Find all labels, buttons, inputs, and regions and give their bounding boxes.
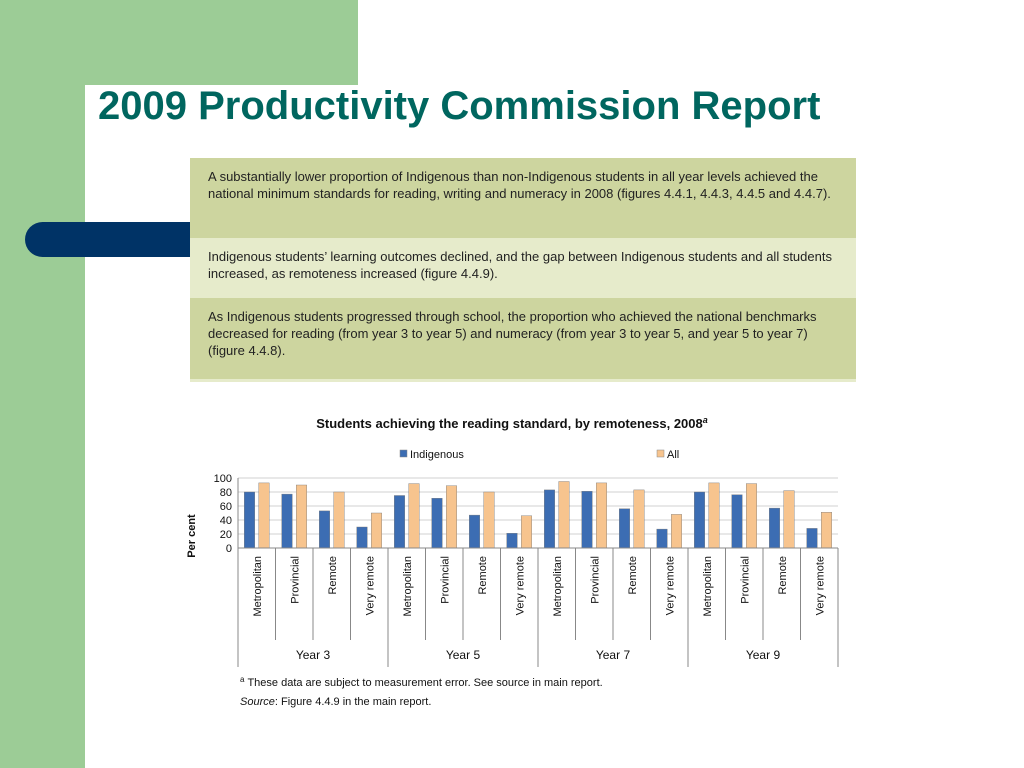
bar <box>394 495 405 549</box>
footnote-text: These data are subject to measurement er… <box>247 677 602 689</box>
bar <box>371 512 382 549</box>
y-tick-label: 60 <box>220 501 232 513</box>
bar <box>633 489 645 549</box>
x-tick-label: Metropolitan <box>402 556 414 617</box>
legend-label: All <box>667 449 679 461</box>
x-tick-label: Provincial <box>439 556 451 604</box>
bar <box>596 482 607 549</box>
bar <box>581 491 593 549</box>
x-tick-label: Very remote <box>514 556 526 615</box>
slide-title: 2009 Productivity Commission Report <box>98 84 821 128</box>
source: Source: Figure 4.4.9 in the main report. <box>240 696 431 708</box>
green-top <box>0 0 358 85</box>
bar <box>281 493 293 549</box>
group-label: Year 7 <box>596 648 631 662</box>
y-tick-label: 100 <box>214 473 232 485</box>
group-label: Year 5 <box>446 648 481 662</box>
bar <box>806 528 818 549</box>
bar <box>333 491 345 549</box>
bar <box>431 498 443 549</box>
bar <box>258 482 270 549</box>
source-label: Source <box>240 696 275 708</box>
bar <box>521 515 532 549</box>
x-tick-label: Metropolitan <box>552 556 564 617</box>
footnote-marker: a <box>240 675 245 684</box>
bar <box>446 485 457 549</box>
bar <box>319 510 330 549</box>
title-sup: a <box>703 415 708 425</box>
bar <box>244 491 255 549</box>
footnote: a These data are subject to measurement e… <box>240 675 603 689</box>
x-tick-label: Very remote <box>664 556 676 615</box>
bar <box>656 528 668 549</box>
legend-label: Indigenous <box>410 449 464 461</box>
x-tick-label: Metropolitan <box>702 556 714 617</box>
bar <box>708 482 720 549</box>
x-tick-label: Remote <box>477 556 489 595</box>
green-strip <box>0 0 85 768</box>
x-tick-label: Provincial <box>289 556 301 604</box>
legend-swatch <box>656 449 665 458</box>
bar <box>506 533 518 549</box>
x-tick-label: Remote <box>627 556 639 595</box>
bar <box>483 491 495 549</box>
source-text: : Figure 4.4.9 in the main report. <box>275 696 432 708</box>
finding: As Indigenous students progressed throug… <box>190 298 856 382</box>
y-axis-label: Per cent <box>186 514 198 558</box>
bar <box>746 483 757 549</box>
x-tick-label: Provincial <box>589 556 601 604</box>
x-tick-label: Very remote <box>814 556 826 615</box>
group-label: Year 9 <box>746 648 781 662</box>
x-tick-label: Provincial <box>739 556 751 604</box>
chart-title: Students achieving the reading standard,… <box>316 415 708 431</box>
y-tick-label: 0 <box>226 543 232 555</box>
y-tick-label: 20 <box>220 529 232 541</box>
x-tick-label: Very remote <box>364 556 376 615</box>
bar <box>356 526 368 549</box>
legend-swatch <box>399 449 408 458</box>
bar <box>296 484 307 549</box>
bar <box>558 481 570 549</box>
bar <box>619 508 630 549</box>
bar <box>783 490 795 549</box>
group-label: Year 3 <box>296 648 331 662</box>
title-text: Students achieving the reading standard,… <box>316 416 703 431</box>
bar <box>731 494 743 549</box>
bar <box>408 483 420 549</box>
y-tick-label: 80 <box>220 487 232 499</box>
bar <box>769 507 780 549</box>
x-tick-label: Remote <box>777 556 789 595</box>
bar <box>671 514 682 549</box>
bar <box>544 489 555 549</box>
x-tick-label: Metropolitan <box>252 556 264 617</box>
finding: A substantially lower proportion of Indi… <box>190 158 856 238</box>
finding: Indigenous students’ learning outcomes d… <box>190 238 856 298</box>
y-tick-label: 40 <box>220 515 232 527</box>
bar <box>821 512 832 549</box>
bar <box>694 491 705 549</box>
bar <box>469 514 480 549</box>
x-tick-label: Remote <box>327 556 339 595</box>
